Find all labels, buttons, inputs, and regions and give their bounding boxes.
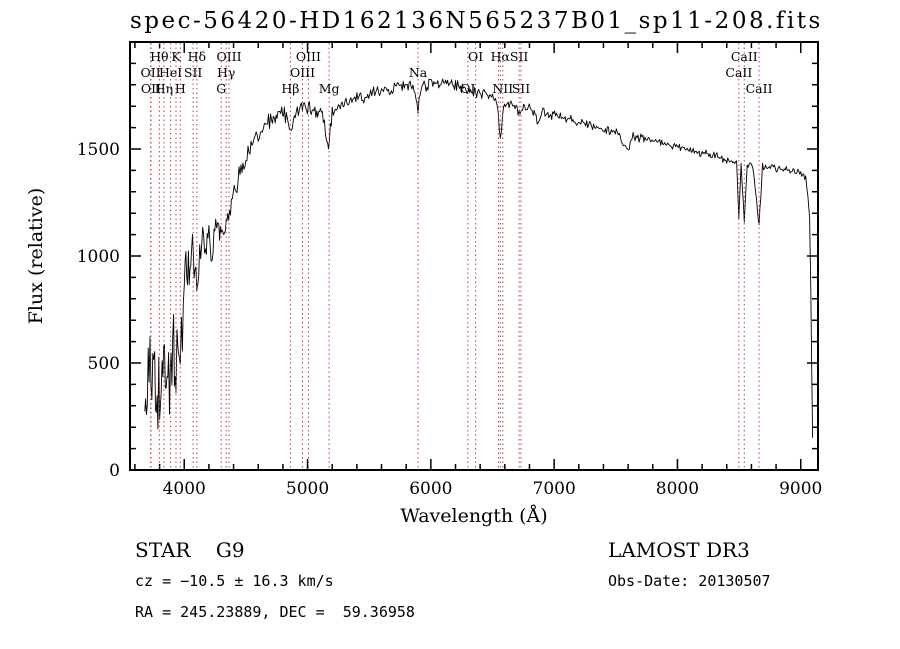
y-tick-label: 0 xyxy=(109,461,120,481)
x-tick-label: 9000 xyxy=(779,479,822,499)
x-axis-label: Wavelength (Å) xyxy=(400,505,548,527)
obs-date-text: Obs-Date: 20130507 xyxy=(608,572,771,590)
spectral-line-label: OIII xyxy=(290,65,315,80)
plot-title: spec-56420-HD162136N565237B01_sp11-208.f… xyxy=(130,8,823,34)
spectral-line-label: OII xyxy=(141,65,161,80)
classification-text: STAR G9 xyxy=(135,538,245,562)
spectral-line-label: OIII xyxy=(216,49,241,64)
spectral-line-label: Hδ xyxy=(188,49,206,64)
x-tick-label: 7000 xyxy=(533,479,576,499)
spectrum-line xyxy=(144,78,814,438)
spectral-line-label: K xyxy=(171,49,181,64)
axis-ticks xyxy=(130,41,818,471)
spectral-line-label: OI xyxy=(468,49,483,64)
spectral-line-label: Hη xyxy=(155,81,173,96)
spectral-line-label: Mg xyxy=(319,81,340,96)
spectral-line-label: H xyxy=(175,81,186,96)
x-tick-label: 5000 xyxy=(286,479,329,499)
spectral-line-label: Hγ xyxy=(217,65,235,80)
survey-text: LAMOST DR3 xyxy=(608,538,750,562)
spectral-line-label: Na xyxy=(409,65,428,80)
plot-frame xyxy=(129,41,819,471)
spectral-line-label: NII xyxy=(492,81,513,96)
spectral-line-label: Hα xyxy=(491,49,511,64)
spectral-line-label: HeI xyxy=(159,65,182,80)
x-tick-label: 6000 xyxy=(409,479,452,499)
spectral-line-label: CaII xyxy=(731,49,758,64)
spectral-line-label: OII xyxy=(141,81,161,96)
spectral-line-label: SII xyxy=(512,81,531,96)
spectral-line-label: OIII xyxy=(296,49,321,64)
spectral-line-label: CaII xyxy=(746,81,773,96)
x-tick-label: 4000 xyxy=(163,479,206,499)
spectral-line-label: SII xyxy=(510,49,529,64)
radec-text: RA = 245.23889, DEC = 59.36958 xyxy=(135,603,415,621)
y-tick-label: 1000 xyxy=(77,247,120,267)
spectral-line-label: CaII xyxy=(725,65,752,80)
x-tick-label: 8000 xyxy=(656,479,699,499)
y-tick-label: 1500 xyxy=(77,140,120,160)
cz-text: cz = −10.5 ± 16.3 km/s xyxy=(135,572,334,590)
spectral-line-label: Hθ xyxy=(150,49,168,64)
spectral-line-label: G xyxy=(216,81,226,96)
spectral-line-label: SII xyxy=(184,65,203,80)
spectral-line-label: OI xyxy=(460,81,475,96)
spectral-line-label: Hβ xyxy=(281,81,299,96)
y-tick-label: 500 xyxy=(88,354,120,374)
